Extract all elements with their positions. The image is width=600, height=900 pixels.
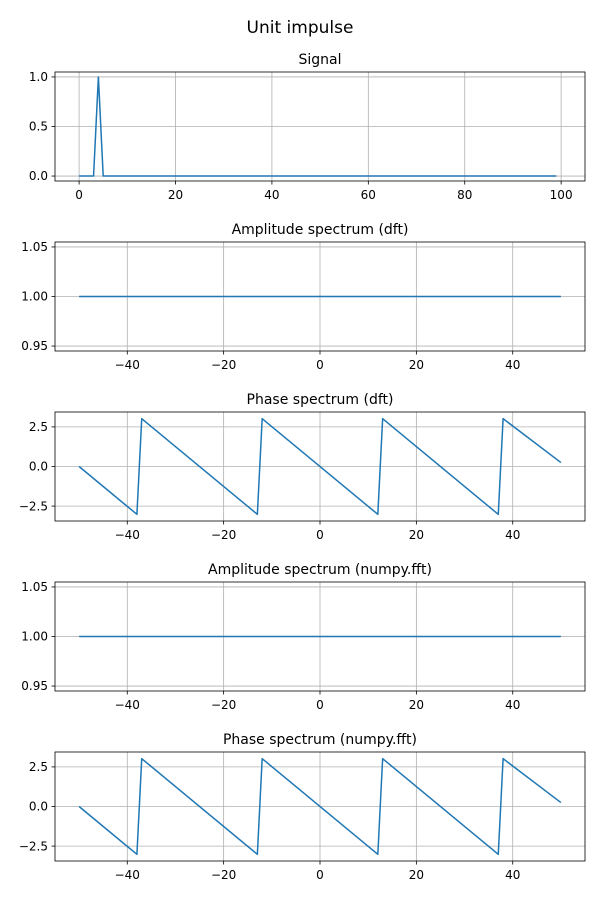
x-tick-label: 0 xyxy=(316,868,324,882)
subplot-title: Signal xyxy=(298,52,341,68)
x-tick-label: 40 xyxy=(505,528,520,542)
y-tick-label: 1.00 xyxy=(21,290,48,304)
x-tick-label: 20 xyxy=(409,528,424,542)
subplot-3: −40 −20 0 20 40 −2.5 0.0 2.5 Phase spectrum (dft… xyxy=(19,392,586,542)
y-tick-label: 0.0 xyxy=(29,169,48,183)
subplot-2: −40 −20 0 20 40 0.95 1.00 1.05 Amplitude spectru… xyxy=(21,222,586,372)
series-line xyxy=(78,757,562,856)
y-tick-label: 1.00 xyxy=(21,630,48,644)
y-tick-label: 1.0 xyxy=(29,70,48,84)
subplot-title: Amplitude spectrum (numpy.fft) xyxy=(208,562,432,578)
x-tick-label: 40 xyxy=(505,868,520,882)
y-tick-label: 1.05 xyxy=(21,580,48,594)
x-tick-label: 0 xyxy=(316,698,324,712)
y-tick-label: 2.5 xyxy=(29,420,48,434)
y-tick-label: 1.05 xyxy=(21,240,48,254)
x-tick-label: 40 xyxy=(264,188,279,202)
x-tick-label: 40 xyxy=(505,358,520,372)
x-tick-label: 20 xyxy=(409,868,424,882)
series-line xyxy=(78,417,562,516)
x-tick-label: 0 xyxy=(316,528,324,542)
x-tick-label: 100 xyxy=(550,188,573,202)
x-tick-label: −40 xyxy=(115,358,140,372)
figure-title: Unit impulse xyxy=(247,18,354,38)
y-tick-label: −2.5 xyxy=(19,499,48,513)
subplot-5: −40 −20 0 20 40 −2.5 0.0 2.5 Phase spectrum (num… xyxy=(19,732,586,882)
x-tick-label: 20 xyxy=(409,358,424,372)
subplot-4: −40 −20 0 20 40 0.95 1.00 1.05 Amplitude spectru… xyxy=(21,562,586,712)
y-tick-label: 0.0 xyxy=(29,460,48,474)
x-tick-label: 60 xyxy=(361,188,376,202)
x-tick-label: 0 xyxy=(75,188,83,202)
x-tick-label: 80 xyxy=(457,188,472,202)
y-tick-label: 0.95 xyxy=(21,679,48,693)
x-tick-label: −20 xyxy=(211,868,236,882)
x-tick-label: 20 xyxy=(409,698,424,712)
grid xyxy=(55,72,585,181)
x-tick-label: −20 xyxy=(211,698,236,712)
x-tick-label: −40 xyxy=(115,698,140,712)
y-tick-label: 0.5 xyxy=(29,120,48,134)
x-tick-label: −20 xyxy=(211,528,236,542)
x-tick-label: −40 xyxy=(115,868,140,882)
x-tick-label: 20 xyxy=(168,188,183,202)
subplots: 0 20 40 60 80 100 0.0 0.5 1.0 Signal −40 −20 0 20 40 0.… xyxy=(19,52,586,882)
subplot-title: Phase spectrum (dft) xyxy=(247,392,394,408)
x-tick-label: 40 xyxy=(505,698,520,712)
subplot-title: Amplitude spectrum (dft) xyxy=(232,222,409,238)
subplot-title: Phase spectrum (numpy.fft) xyxy=(223,732,417,748)
subplot-1: 0 20 40 60 80 100 0.0 0.5 1.0 Signal xyxy=(29,52,586,202)
x-tick-label: −40 xyxy=(115,528,140,542)
x-tick-label: −20 xyxy=(211,358,236,372)
y-tick-label: 2.5 xyxy=(29,760,48,774)
y-tick-label: 0.95 xyxy=(21,339,48,353)
y-tick-label: 0.0 xyxy=(29,800,48,814)
y-tick-label: −2.5 xyxy=(19,839,48,853)
x-tick-label: 0 xyxy=(316,358,324,372)
series-line xyxy=(79,76,557,177)
